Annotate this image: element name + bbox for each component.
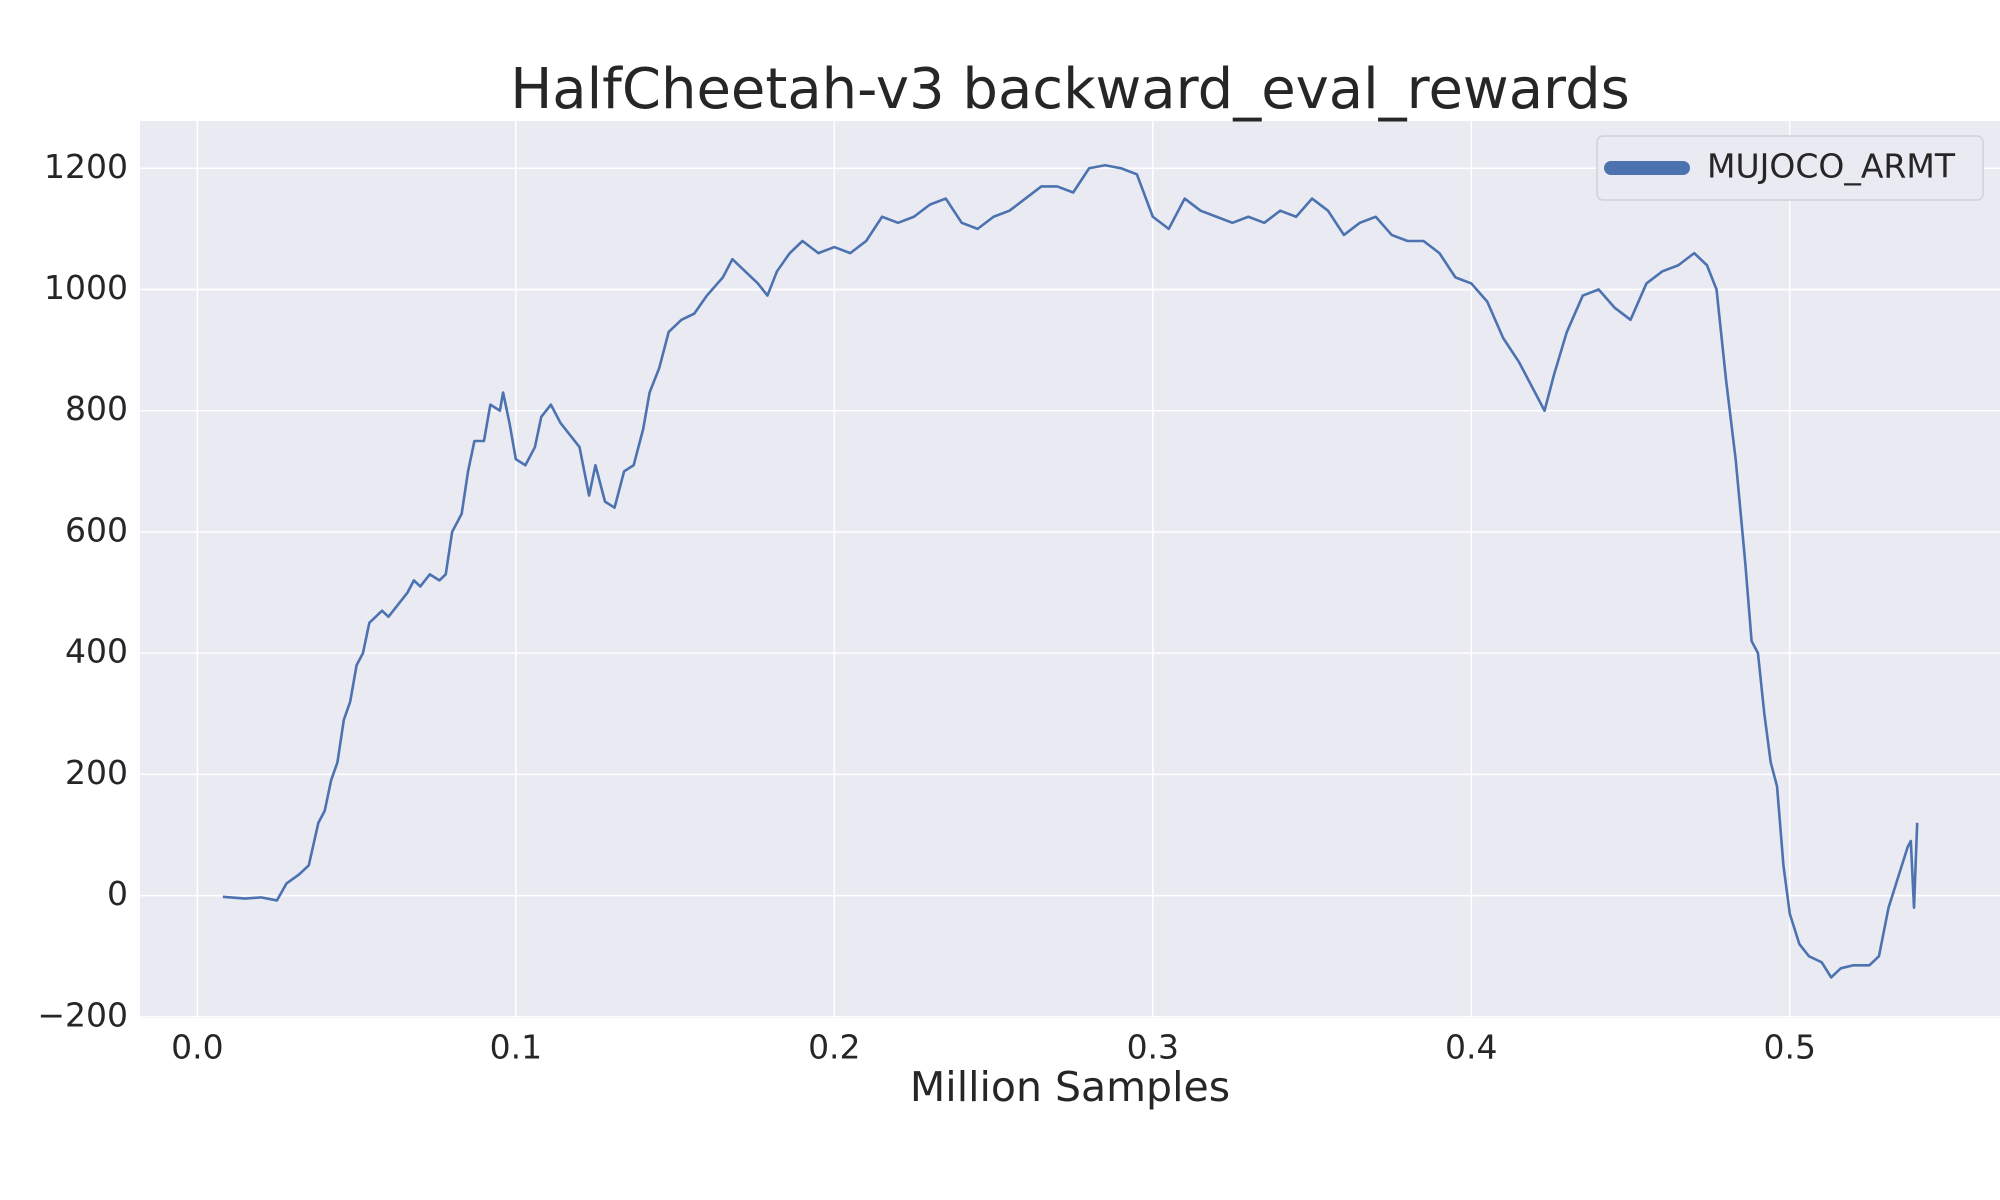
y-tick-label: 0	[107, 874, 128, 913]
y-tick-label: 400	[65, 632, 128, 671]
x-tick-label: 0.4	[1445, 1028, 1497, 1067]
y-tick-label: 1200	[44, 147, 128, 186]
data-line	[222, 163, 1919, 979]
x-tick-label: 0.1	[490, 1028, 542, 1067]
legend-box	[1596, 135, 1984, 201]
legend-label: MUJOCO_ARMT	[1707, 147, 1956, 186]
y-tick-label: −200	[37, 995, 128, 1034]
x-tick-label: 0.2	[808, 1028, 860, 1067]
y-tick-label: 600	[65, 510, 128, 549]
plot-area	[140, 121, 2000, 1018]
y-tick-label: 800	[65, 389, 128, 428]
y-tick-label: 1000	[44, 268, 128, 307]
x-tick-label: 0.3	[1127, 1028, 1179, 1067]
x-tick-label: 0.0	[171, 1028, 223, 1067]
x-axis-label: Million Samples	[910, 1063, 1230, 1111]
y-tick-label: 200	[65, 753, 128, 792]
x-tick-label: 0.5	[1764, 1028, 1816, 1067]
chart-title: HalfCheetah-v3 backward_eval_rewards	[510, 57, 1630, 122]
